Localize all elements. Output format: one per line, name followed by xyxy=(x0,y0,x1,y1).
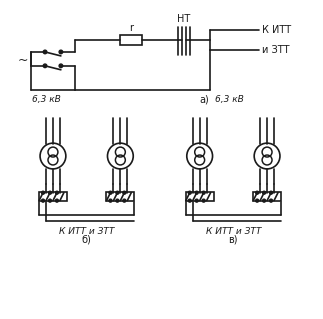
Circle shape xyxy=(202,199,205,202)
Bar xyxy=(120,35,142,45)
Circle shape xyxy=(59,50,63,54)
Circle shape xyxy=(188,191,191,194)
Circle shape xyxy=(202,191,205,194)
Text: 6,3 кВ: 6,3 кВ xyxy=(215,94,244,104)
Text: r: r xyxy=(129,23,133,33)
Circle shape xyxy=(43,50,47,54)
Circle shape xyxy=(109,191,112,194)
Text: К ИТТ и ЗТТ: К ИТТ и ЗТТ xyxy=(59,227,114,236)
Circle shape xyxy=(270,191,273,194)
Circle shape xyxy=(56,191,58,194)
Text: в): в) xyxy=(229,234,238,244)
Circle shape xyxy=(116,199,119,202)
Circle shape xyxy=(42,191,45,194)
Circle shape xyxy=(116,191,119,194)
Circle shape xyxy=(188,199,191,202)
Circle shape xyxy=(195,191,198,194)
Circle shape xyxy=(48,199,51,202)
Circle shape xyxy=(256,199,259,202)
Text: и ЗТТ: и ЗТТ xyxy=(262,45,290,55)
Circle shape xyxy=(123,199,126,202)
Text: К ИТТ: К ИТТ xyxy=(262,25,291,35)
Circle shape xyxy=(195,199,198,202)
Text: К ИТТ и ЗТТ: К ИТТ и ЗТТ xyxy=(206,227,261,236)
Bar xyxy=(253,192,281,201)
Text: 6,3 кВ: 6,3 кВ xyxy=(32,94,60,104)
Circle shape xyxy=(42,199,45,202)
Bar xyxy=(39,192,67,201)
Text: НТ: НТ xyxy=(177,14,191,24)
Circle shape xyxy=(56,199,58,202)
Text: ~: ~ xyxy=(18,53,28,66)
Text: а): а) xyxy=(200,94,209,105)
Circle shape xyxy=(59,64,63,68)
Bar xyxy=(107,192,134,201)
Text: б): б) xyxy=(82,234,92,244)
Circle shape xyxy=(270,199,273,202)
Circle shape xyxy=(43,64,47,68)
Circle shape xyxy=(263,191,266,194)
Circle shape xyxy=(263,199,266,202)
Circle shape xyxy=(256,191,259,194)
Circle shape xyxy=(109,199,112,202)
Circle shape xyxy=(48,191,51,194)
Circle shape xyxy=(123,191,126,194)
Bar xyxy=(186,192,214,201)
